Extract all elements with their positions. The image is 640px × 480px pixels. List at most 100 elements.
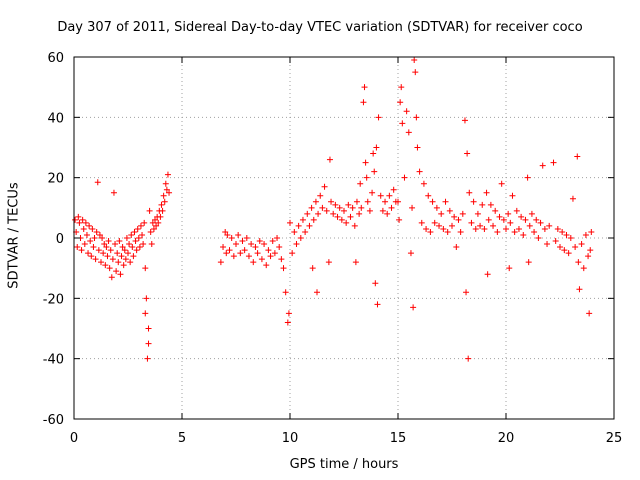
data-point [321,183,328,190]
data-point [163,186,170,193]
data-point [147,228,154,235]
data-point [160,192,167,199]
data-point [483,189,490,196]
data-point [269,238,276,245]
data-point [144,355,151,362]
data-point [100,250,107,257]
data-point [122,256,129,263]
data-point [496,213,503,220]
data-point [267,253,274,260]
data-point [334,213,341,220]
data-point [93,228,100,235]
data-point [390,186,397,193]
data-point [164,171,171,178]
data-point [363,174,370,181]
data-point [522,216,529,223]
data-point [80,225,87,232]
data-point [503,225,509,232]
data-point [109,256,116,263]
data-point [152,216,158,223]
data-point [166,189,173,196]
data-point [276,244,283,251]
data-point [271,250,278,257]
data-point [220,244,227,251]
data-point [362,159,369,166]
data-point [440,225,447,232]
data-point [379,207,386,214]
data-point [341,207,347,214]
data-point [94,179,101,186]
data-point [149,219,156,226]
data-point [310,216,317,223]
data-point [309,265,316,272]
data-point [375,114,382,121]
data-point [233,241,239,248]
y-tick-label: -60 [43,413,64,428]
data-point [88,253,95,260]
data-point [494,228,501,235]
data-point [314,289,320,296]
data-points [72,57,595,362]
data-point [81,241,88,248]
data-point [587,247,594,254]
data-point [72,216,79,223]
x-tick-label: 15 [390,431,407,446]
data-point [470,198,477,205]
data-point [370,150,377,157]
data-point [526,222,533,229]
data-point [86,222,93,229]
data-point [438,210,445,217]
data-point [325,259,332,266]
data-point [453,244,460,251]
data-point [472,225,479,232]
data-point [299,216,306,223]
data-point [420,180,427,187]
data-point [539,162,546,169]
data-point [395,198,401,205]
data-point [466,189,473,196]
data-point [544,241,551,248]
data-point [228,235,235,241]
data-point [158,201,165,208]
data-point [353,198,360,205]
data-point [142,265,149,272]
data-point [239,238,246,245]
data-point [153,222,160,229]
data-point [433,204,440,211]
data-point [92,256,99,263]
data-point [263,262,270,269]
data-point [117,271,124,278]
data-point [141,219,148,226]
data-point [103,244,110,251]
data-point [572,244,579,251]
data-point [284,319,291,326]
data-point [119,244,126,251]
data-point [418,219,425,226]
x-tick-label: 25 [606,431,623,446]
data-point [91,235,98,241]
data-point [99,235,106,241]
data-point [90,244,97,251]
data-point [102,262,109,269]
data-point [396,216,403,223]
x-tick-label: 5 [178,431,186,446]
data-point [398,84,405,91]
data-point [506,265,513,272]
data-point [134,225,141,232]
data-point [148,241,155,248]
data-point [245,253,252,260]
data-point [116,238,123,245]
data-point [411,57,418,64]
data-point [113,268,120,275]
data-point [403,108,410,115]
data-point [481,225,488,232]
data-point [140,241,147,248]
data-point [241,247,248,254]
data-point [429,198,436,205]
data-point [582,231,589,238]
data-point [139,231,146,238]
data-point [356,210,363,217]
data-point [104,253,111,260]
